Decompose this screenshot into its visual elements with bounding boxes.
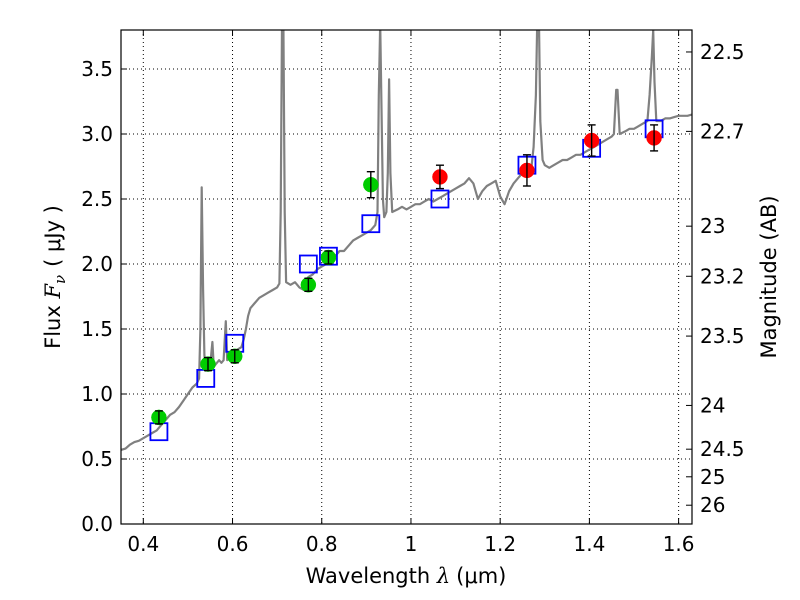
- x-tick-label: 0.4: [127, 532, 159, 556]
- y2-tick-label: 23: [700, 214, 725, 238]
- y-tick-label: 0.0: [81, 512, 113, 536]
- y-tick-label: 1.0: [81, 382, 113, 406]
- observed-point: [519, 154, 535, 187]
- observed-point: [363, 170, 379, 199]
- y2-tick-label: 26: [700, 493, 725, 517]
- y-tick-label: 2.5: [81, 187, 113, 211]
- model-square-point: [298, 254, 318, 274]
- x-tick-label: 1.6: [663, 532, 695, 556]
- y2-tick-label: 22.5: [700, 40, 745, 64]
- x-tick-label: 1.4: [573, 532, 605, 556]
- y2-tick-label: 24: [700, 393, 725, 417]
- model-square-point: [430, 189, 450, 209]
- y2-tick-label: 25: [700, 465, 725, 489]
- spectrum-line: [121, 30, 692, 451]
- y2-tick-label: 23.2: [700, 264, 745, 288]
- observed-point: [583, 124, 600, 157]
- observed-point: [646, 124, 662, 152]
- observed-point: [300, 277, 317, 293]
- observed-point: [151, 409, 167, 426]
- y2-axis-title: Magnitude (AB): [757, 195, 781, 358]
- y-tick-label: 0.5: [81, 447, 113, 471]
- y-tick-label: 3.0: [81, 122, 113, 146]
- observed-point: [320, 249, 337, 266]
- x-tick-label: 1.2: [484, 532, 516, 556]
- observed-point: [200, 356, 216, 372]
- x-tick-label: 0.6: [217, 532, 249, 556]
- plot-frame: [120, 29, 693, 525]
- axes: 0.4 0.6 0.8 1 1.2 1.4 1.6 0.0 0.5 1.0 1.5 2.0 2.5 3.0…: [81, 29, 745, 556]
- observed-point: [432, 164, 448, 190]
- x-axis-title: Wavelength λ (μm): [306, 564, 507, 588]
- model-square-point: [361, 214, 381, 234]
- plot-area: [121, 30, 692, 451]
- y2-tick-label: 22.7: [700, 119, 745, 143]
- observed-point: [227, 348, 243, 365]
- y-tick-label: 3.5: [81, 57, 113, 81]
- y2-tick-label: 23.5: [700, 324, 745, 348]
- x-tick-label: 0.8: [306, 532, 338, 556]
- plot-series: [121, 30, 692, 451]
- x-tick-label: 1: [405, 532, 418, 556]
- y-tick-label: 2.0: [81, 252, 113, 276]
- y-axis-title: Flux Fν( μJy ): [41, 205, 69, 349]
- y-tick-label: 1.5: [81, 317, 113, 341]
- y2-tick-label: 24.5: [700, 437, 745, 461]
- grid-lines: [121, 30, 692, 525]
